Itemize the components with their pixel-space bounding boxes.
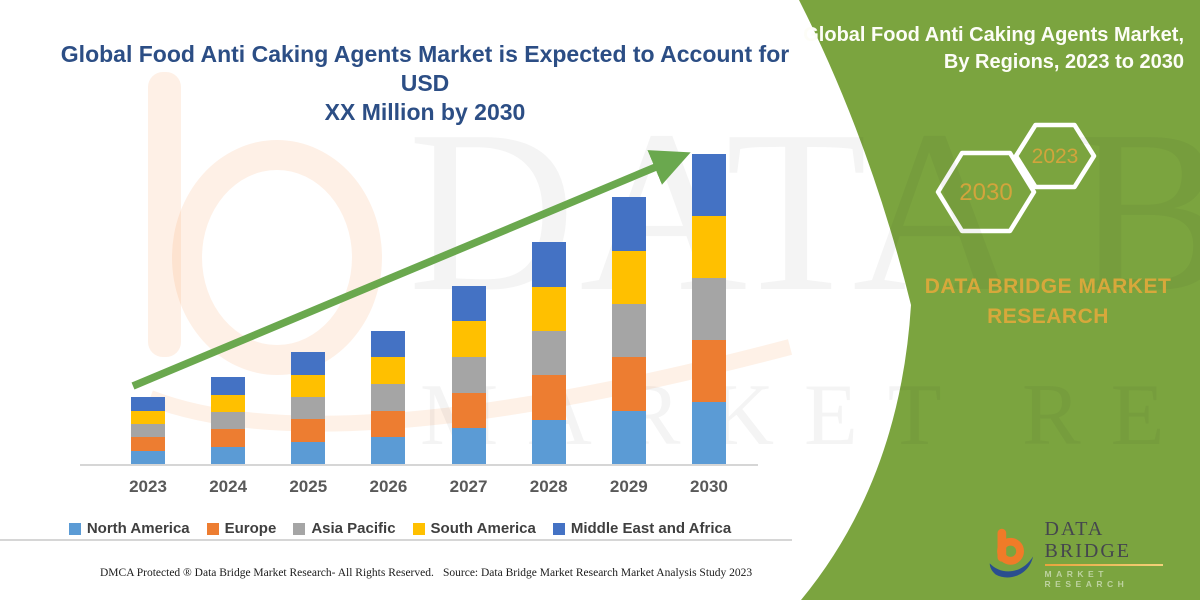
bar-segment-south-america	[211, 394, 246, 412]
legend-item-asia-pacific: Asia Pacific	[293, 520, 396, 537]
logo-name: DATA BRIDGE	[1044, 517, 1131, 562]
x-axis-label-2025: 2025	[289, 477, 328, 496]
legend-swatch	[293, 522, 306, 535]
stacked-bar-2027	[451, 285, 486, 464]
x-axis-label-2026: 2026	[369, 477, 408, 496]
bar-segment-asia-pacific	[291, 397, 326, 420]
bar-segment-south-america	[371, 357, 406, 385]
stacked-bar-2030	[691, 154, 726, 464]
bar-segment-europe	[691, 340, 726, 402]
bar-segment-asia-pacific	[611, 304, 646, 358]
data-bridge-logo: DATA BRIDGE MARKET RESEARCH	[988, 518, 1178, 589]
hexagon-2030-label: 2030	[959, 179, 1013, 206]
x-axis-label-2023: 2023	[129, 477, 167, 496]
stacked-bar-2029	[611, 197, 646, 464]
logo-subtitle: MARKET RESEARCH	[1044, 568, 1129, 589]
bar-segment-south-america	[451, 321, 486, 358]
bar-segment-asia-pacific	[371, 384, 406, 411]
legend-item-north-america: North America	[68, 520, 190, 537]
bar-segment-middle-east-and-africa	[131, 397, 165, 411]
hexagon-2023-label: 2023	[1031, 145, 1079, 168]
bar-segment-asia-pacific	[691, 278, 726, 340]
legend-item-europe: Europe	[206, 520, 277, 537]
bar-segment-north-america	[611, 410, 646, 464]
x-axis-label-2029: 2029	[609, 477, 648, 496]
bar-segment-europe	[451, 392, 486, 429]
chart-title-line1: Global Food Anti Caking Agents Market is…	[60, 41, 790, 96]
stacked-bar-2026	[371, 330, 406, 464]
side-panel-title-line1: Global Food Anti Caking Agents Market,	[803, 24, 1184, 46]
chart-title: Global Food Anti Caking Agents Market is…	[55, 40, 795, 126]
bar-segment-north-america	[451, 428, 486, 464]
legend-swatch	[552, 522, 565, 535]
stacked-bar-2024	[211, 377, 246, 464]
side-panel-title-line2: By Regions, 2023 to 2030	[943, 51, 1184, 73]
bar-segment-south-america	[291, 374, 326, 398]
stacked-bar-2025	[291, 352, 326, 464]
x-axis-label-2024: 2024	[209, 477, 248, 496]
bar-segment-middle-east-and-africa	[531, 242, 566, 287]
legend-label: Europe	[224, 520, 277, 537]
bar-segment-north-america	[291, 441, 326, 464]
bar-segment-europe	[211, 429, 246, 447]
bar-segment-north-america	[691, 402, 726, 464]
bar-segment-middle-east-and-africa	[291, 352, 326, 375]
bar-segment-europe	[291, 419, 326, 442]
legend-label: North America	[86, 520, 190, 537]
bar-segment-middle-east-and-africa	[371, 330, 406, 358]
side-panel-brand-text: DATA BRIDGE MARKET RESEARCH	[918, 272, 1178, 333]
legend-swatch	[206, 522, 219, 535]
legend-item-south-america: South America	[412, 520, 536, 537]
bar-segment-middle-east-and-africa	[211, 377, 246, 395]
legend-label: South America	[430, 520, 536, 537]
stacked-bar-2023	[131, 397, 165, 464]
bar-segment-europe	[371, 410, 406, 438]
bar-segment-north-america	[131, 450, 165, 464]
x-axis-line	[80, 464, 758, 466]
logo-text-block: DATA BRIDGE MARKET RESEARCH	[1044, 517, 1178, 589]
bar-segment-south-america	[131, 410, 165, 425]
side-panel-brand-line2: RESEARCH	[987, 305, 1109, 329]
footer-source-text: Source: Data Bridge Market Research Mark…	[443, 567, 753, 579]
chart-title-line2: XX Million by 2030	[324, 98, 526, 125]
legend-swatch	[68, 522, 81, 535]
legend-swatch	[412, 522, 425, 535]
logo-underline	[1044, 563, 1163, 566]
bar-segment-north-america	[531, 419, 566, 464]
bar-segment-europe	[611, 357, 646, 411]
x-axis-label-2030: 2030	[690, 477, 728, 496]
bar-segment-middle-east-and-africa	[691, 154, 726, 216]
bar-segment-asia-pacific	[211, 411, 246, 430]
legend-item-middle-east-and-africa: Middle East and Africa	[552, 520, 732, 537]
plot-area: 2023 2024 2025 2026 2027 2028 2029 2030	[129, 154, 728, 496]
footer-divider	[0, 539, 792, 541]
bar-segment-asia-pacific	[451, 357, 486, 393]
stacked-bar-2028	[531, 242, 566, 464]
bar-segment-asia-pacific	[531, 331, 566, 376]
bar-segment-south-america	[611, 250, 646, 305]
legend-label: Middle East and Africa	[570, 520, 732, 537]
legend-label: Asia Pacific	[311, 520, 396, 537]
bar-segment-middle-east-and-africa	[611, 197, 646, 251]
bar-segment-south-america	[531, 286, 566, 332]
bar-segment-europe	[131, 437, 165, 451]
x-axis-label-2027: 2027	[449, 477, 488, 496]
x-axis-label-2028: 2028	[529, 477, 568, 496]
bar-segment-europe	[531, 375, 566, 420]
chart-legend: North America Europe Asia Pacific South Ame…	[0, 520, 800, 537]
side-panel-title: Global Food Anti Caking Agents Market, B…	[794, 22, 1184, 76]
bar-segment-south-america	[691, 216, 726, 278]
footer-dmca-text: DMCA Protected ® Data Bridge Market Rese…	[100, 567, 434, 579]
bar-segment-asia-pacific	[131, 424, 165, 438]
side-panel-brand-line1: DATA BRIDGE MARKET	[924, 275, 1172, 298]
data-bridge-logo-mark	[989, 528, 1034, 578]
bar-segment-north-america	[211, 446, 246, 464]
bar-segment-north-america	[371, 437, 406, 464]
bar-segment-middle-east-and-africa	[451, 285, 486, 322]
